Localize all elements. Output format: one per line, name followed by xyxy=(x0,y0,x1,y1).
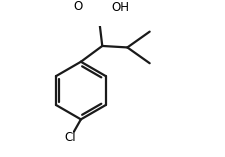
Text: O: O xyxy=(74,0,83,13)
Text: OH: OH xyxy=(111,1,129,14)
Text: Cl: Cl xyxy=(65,130,76,143)
